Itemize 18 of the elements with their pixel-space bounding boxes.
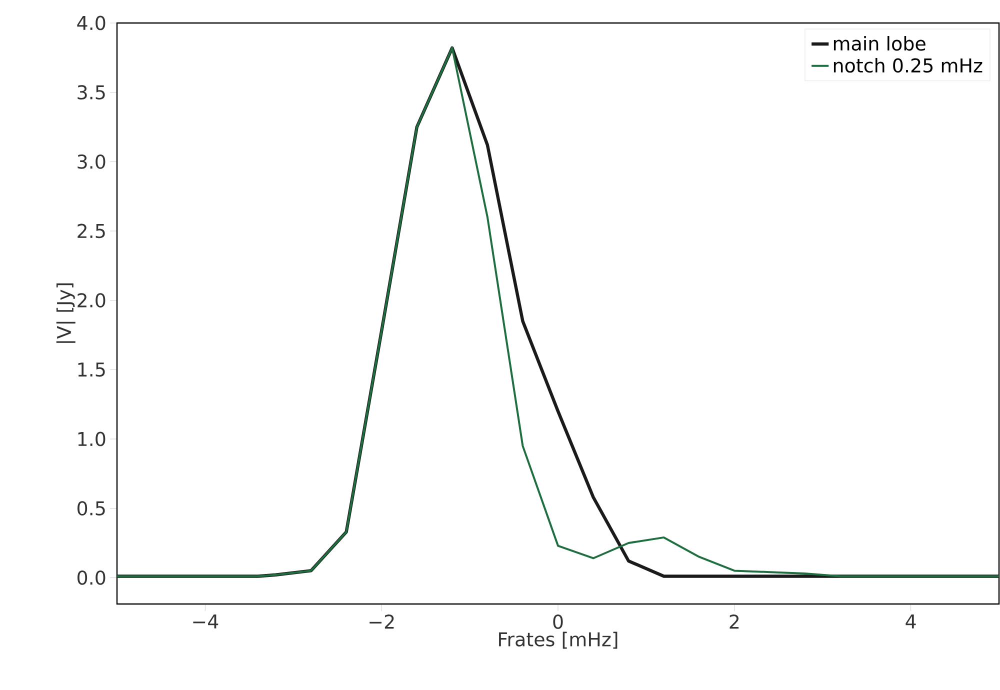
x-tick-label: 4 [906, 614, 916, 628]
legend-label: notch 0.25 mHz [834, 58, 982, 73]
x-axis-title: Frates [mHz] [499, 632, 618, 649]
y-tick-label: 1.5 [78, 362, 105, 377]
y-tick-label: 0.0 [78, 570, 106, 585]
y-tick-label: 2.5 [78, 224, 105, 238]
legend-label: main lobe [834, 36, 926, 51]
y-tick-label: 2.0 [78, 293, 106, 308]
y-tick-label: 0.5 [78, 501, 105, 516]
y-tick-label: 3.5 [78, 85, 105, 100]
x-tick-label: −2 [370, 614, 394, 629]
x-tick-label: −4 [193, 614, 218, 628]
x-tick-label: 2 [730, 614, 739, 629]
y-tick-label: 4.0 [77, 16, 106, 30]
y-axis-title: |V| [Jy] [56, 283, 76, 343]
y-tick-label: 1.0 [78, 432, 106, 446]
y-tick-label: 3.0 [78, 154, 106, 169]
x-tick-label: 0 [553, 614, 563, 629]
